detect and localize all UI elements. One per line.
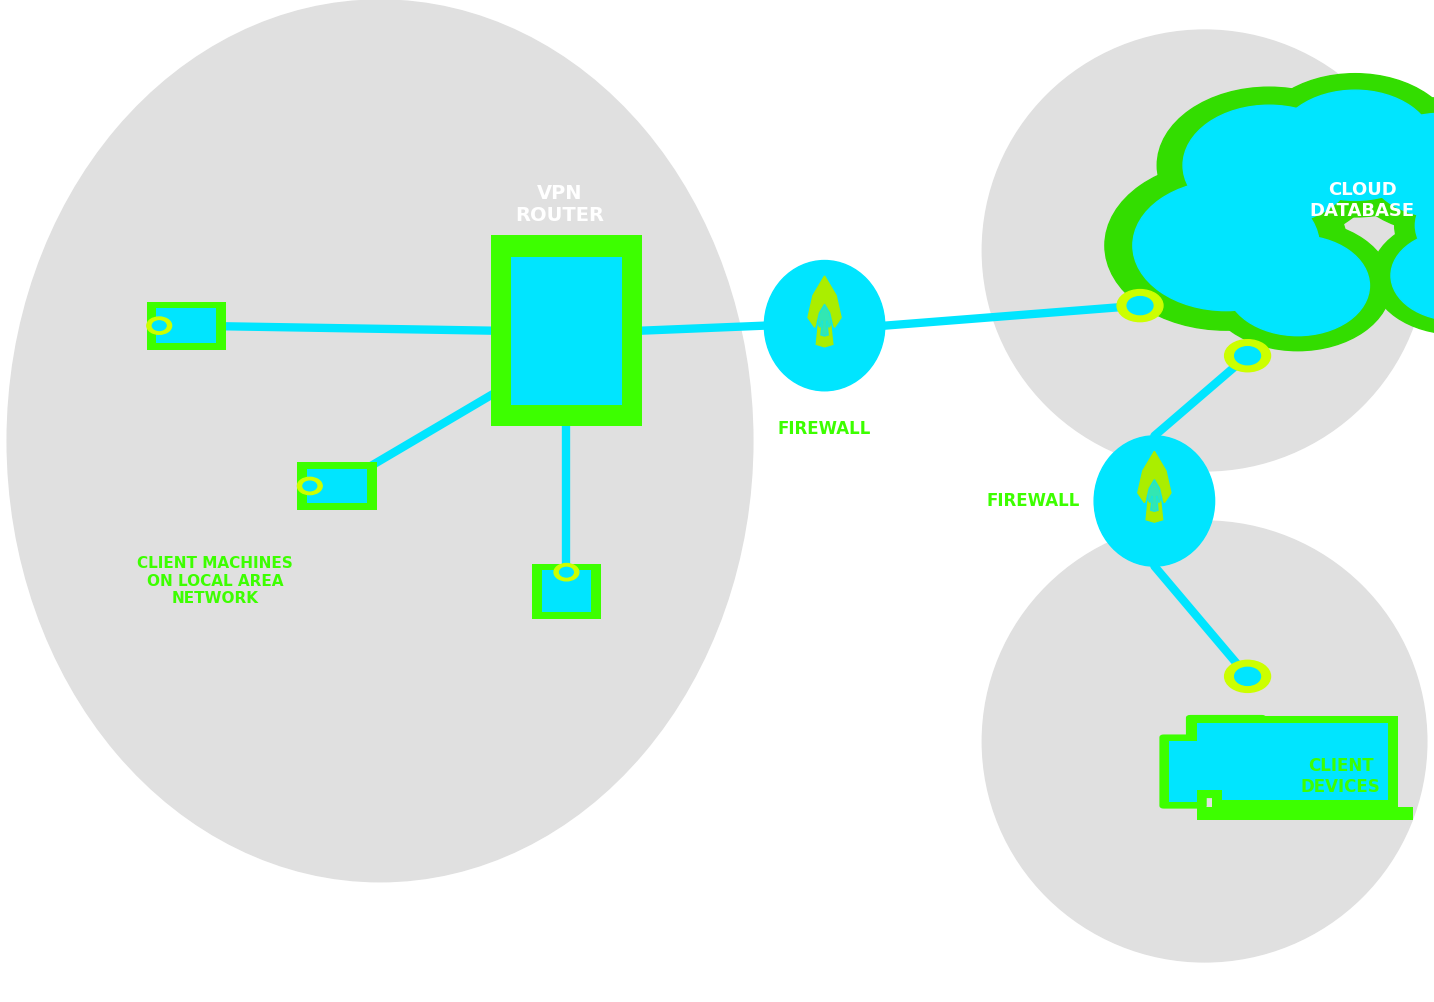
Circle shape [1415, 177, 1434, 274]
FancyBboxPatch shape [146, 302, 227, 350]
Circle shape [1395, 163, 1434, 288]
Polygon shape [817, 305, 832, 336]
Circle shape [1391, 230, 1434, 321]
Circle shape [146, 317, 172, 335]
Circle shape [1205, 220, 1391, 351]
Text: FIREWALL: FIREWALL [987, 492, 1080, 510]
Text: CLOUD
DATABASE: CLOUD DATABASE [1309, 181, 1415, 219]
Ellipse shape [764, 261, 885, 391]
FancyBboxPatch shape [542, 570, 591, 612]
FancyBboxPatch shape [1169, 741, 1196, 802]
Circle shape [1117, 290, 1163, 322]
Circle shape [1104, 161, 1347, 331]
Circle shape [1235, 667, 1260, 685]
Circle shape [1367, 113, 1434, 217]
Polygon shape [1137, 451, 1172, 522]
FancyBboxPatch shape [490, 235, 642, 426]
FancyBboxPatch shape [1197, 807, 1412, 820]
Circle shape [297, 477, 323, 495]
Text: VPN
ROUTER: VPN ROUTER [515, 184, 604, 225]
Circle shape [1235, 347, 1260, 365]
Circle shape [559, 567, 574, 577]
Circle shape [1276, 90, 1434, 200]
Ellipse shape [982, 30, 1427, 471]
FancyBboxPatch shape [1159, 734, 1207, 809]
FancyBboxPatch shape [1186, 715, 1266, 798]
Circle shape [1253, 74, 1434, 217]
Ellipse shape [1094, 436, 1215, 566]
Circle shape [1127, 297, 1153, 315]
Polygon shape [1147, 480, 1162, 511]
Text: CLIENT MACHINES
ON LOCAL AREA
NETWORK: CLIENT MACHINES ON LOCAL AREA NETWORK [138, 556, 293, 606]
FancyBboxPatch shape [307, 469, 367, 503]
Circle shape [1225, 340, 1271, 372]
Ellipse shape [982, 521, 1427, 962]
Circle shape [1133, 180, 1319, 311]
Circle shape [1183, 105, 1355, 225]
Circle shape [303, 481, 317, 491]
Circle shape [1344, 97, 1434, 233]
Ellipse shape [7, 0, 753, 882]
Circle shape [1157, 87, 1381, 243]
FancyBboxPatch shape [532, 563, 601, 619]
Text: FIREWALL: FIREWALL [777, 420, 872, 438]
FancyBboxPatch shape [1222, 723, 1388, 800]
FancyBboxPatch shape [512, 257, 622, 405]
Polygon shape [807, 276, 842, 347]
Circle shape [554, 563, 579, 581]
FancyBboxPatch shape [156, 309, 217, 343]
Circle shape [152, 321, 166, 331]
Circle shape [1225, 660, 1271, 692]
FancyBboxPatch shape [1197, 723, 1255, 790]
FancyBboxPatch shape [297, 462, 377, 510]
Circle shape [1226, 235, 1369, 336]
Text: CLIENT
DEVICES: CLIENT DEVICES [1301, 758, 1381, 796]
Circle shape [1372, 217, 1434, 335]
FancyBboxPatch shape [1212, 716, 1398, 807]
